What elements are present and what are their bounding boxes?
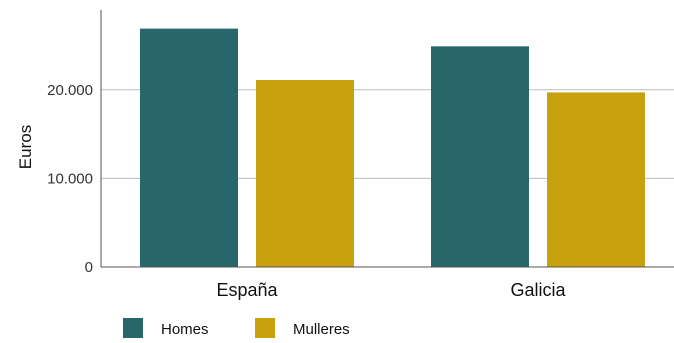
legend-swatch (255, 318, 275, 338)
legend-swatch (123, 318, 143, 338)
x-category-label: España (216, 280, 278, 300)
bar (431, 46, 529, 267)
legend-label: Mulleres (293, 321, 350, 338)
legend-label: Homes (161, 321, 209, 338)
x-category-label: Galicia (510, 280, 566, 300)
bar (140, 28, 238, 267)
y-tick-label: 0 (85, 259, 93, 276)
x-category-labels: España Galicia (216, 280, 566, 300)
y-axis-title: Euros (16, 125, 35, 169)
axes (100, 10, 674, 268)
bar (547, 92, 645, 268)
y-tick-label: 10.000 (47, 170, 93, 187)
bars (140, 28, 645, 268)
legend: Homes Mulleres (123, 318, 350, 338)
bar (256, 80, 354, 267)
y-tick-label: 20.000 (47, 82, 93, 99)
y-tick-labels: 0 10.000 20.000 (47, 82, 93, 276)
